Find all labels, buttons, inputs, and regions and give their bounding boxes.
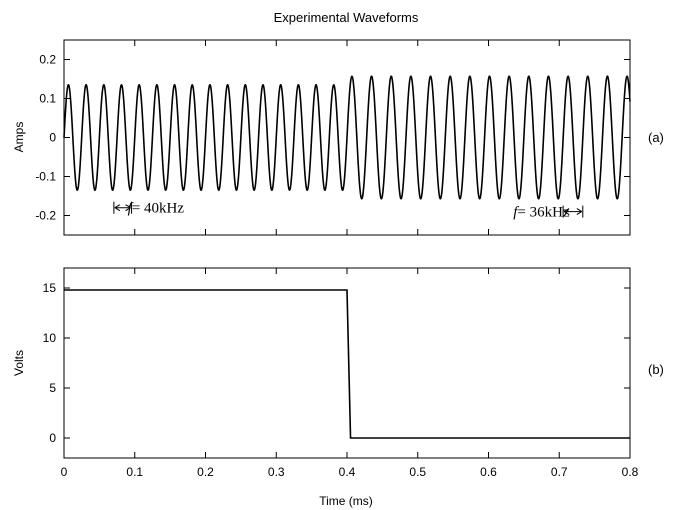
frequency-annotations: f= 40kHz f= 36kHz [113,201,584,221]
panel-b-xtick-label: 0.2 [197,465,214,479]
current-waveform-line [63,75,631,200]
panel-b-xtick-label: 0.5 [409,465,426,479]
panel-a-ytick-label: -0.2 [35,209,56,223]
period-marker-40khz [113,201,133,214]
panel-a-ytick-label: 0 [49,131,56,145]
panel-b-volts: 0 5 10 15 0 0.1 0.2 0.3 0.4 0.5 0.6 0.7 0.8 Volts T… [12,267,664,508]
annotation-40khz: f= 40kHz [128,201,185,217]
panel-a-amps: -0.2 -0.1 0 0.1 0.2 Amps (a) f= 40kHz f= 36kH… [12,39,664,236]
panel-b-ytick-label: 15 [43,281,57,295]
panel-a-ytick-labels: -0.2 -0.1 0 0.1 0.2 [35,53,56,223]
panel-b-label: (b) [648,362,664,377]
panel-a-ytick-label: 0.1 [39,92,56,106]
period-marker-36khz [562,205,584,218]
panel-a-ticks [63,40,631,235]
panel-b-ytick-label: 0 [49,431,56,445]
panel-b-xtick-labels: 0 0.1 0.2 0.3 0.4 0.5 0.6 0.7 0.8 [61,465,639,479]
panel-b-xtick-label: 0.6 [480,465,497,479]
panel-a-ytick-label: -0.1 [35,170,56,184]
panel-b-xtick-label: 0.3 [268,465,285,479]
panel-b-xtick-label: 0 [61,465,68,479]
panel-b-ylabel: Volts [12,350,26,376]
panel-b-xtick-label: 0.4 [339,465,356,479]
figure-title: Experimental Waveforms [274,10,419,25]
panel-b-ytick-labels: 0 5 10 15 [43,281,57,445]
annotation-36khz: f= 36kHz [513,205,570,221]
panel-b-xlabel: Time (ms) [319,494,373,508]
panel-b-xtick-label: 0.7 [551,465,568,479]
panel-b-xtick-label: 0.1 [126,465,143,479]
panel-b-ytick-label: 5 [49,381,56,395]
panel-b-ticks [63,268,631,458]
panel-b-xtick-label: 0.8 [622,465,639,479]
panel-b-ytick-label: 10 [43,331,57,345]
panel-a-ytick-label: 0.2 [39,53,56,67]
voltage-step-line [64,289,630,439]
panel-a-label: (a) [648,130,664,145]
panel-a-ylabel: Amps [12,122,26,153]
